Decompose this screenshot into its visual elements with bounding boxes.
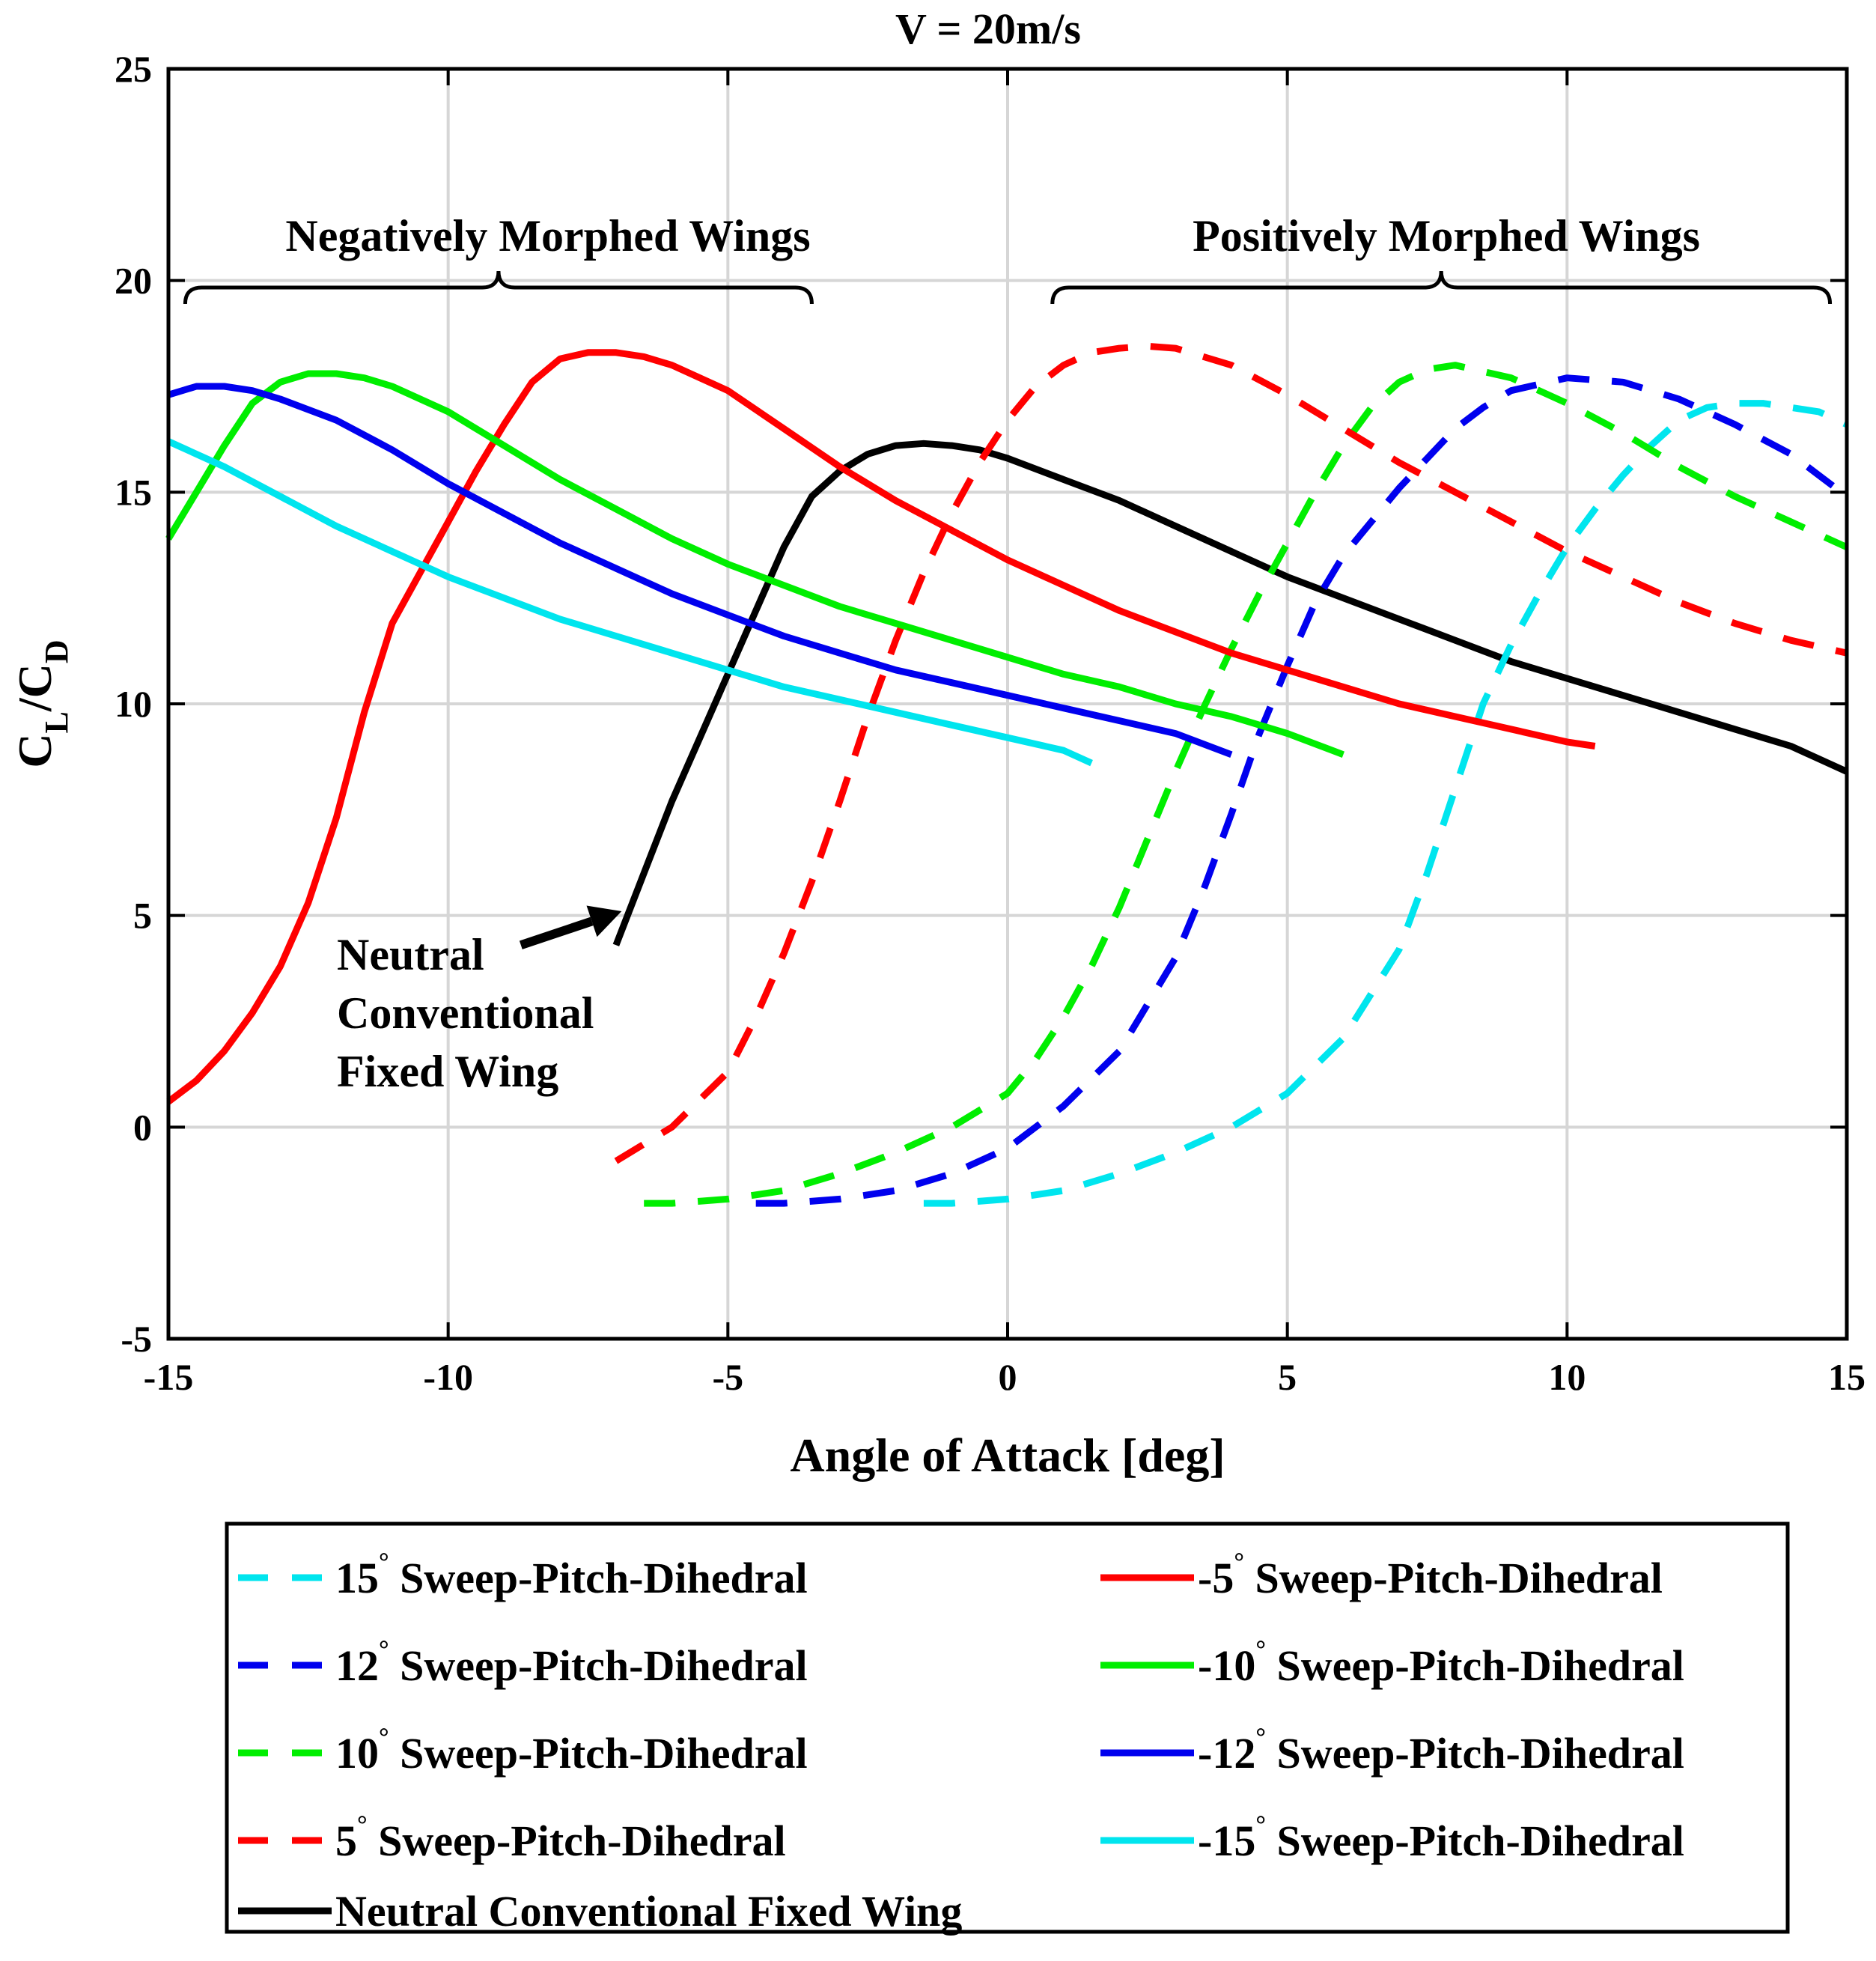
legend-angle: -10: [1198, 1641, 1255, 1690]
neutral-arrow-head: [586, 905, 622, 937]
legend-angle: -12: [1198, 1729, 1255, 1778]
degree-symbol: °: [379, 1548, 389, 1576]
legend-rest: Sweep-Pitch-Dihedral: [389, 1729, 808, 1778]
x-tick-label: -5: [713, 1356, 744, 1398]
series-line-4: [166, 349, 1596, 1104]
legend-angle: 12: [335, 1641, 379, 1690]
y-tick-label: 5: [133, 895, 152, 937]
degree-symbol: °: [1255, 1811, 1266, 1839]
legend-angle: -15: [1198, 1816, 1255, 1865]
x-tick-label: 5: [1278, 1356, 1297, 1398]
legend-label-2: 10° Sweep-Pitch-Dihedral: [335, 1724, 808, 1778]
legend-label-8: Neutral Conventional Fixed Wing: [335, 1887, 962, 1936]
y-axis-label: CL/CD: [8, 639, 75, 767]
y-tick-label: 15: [115, 471, 152, 513]
legend-rest: Sweep-Pitch-Dihedral: [1266, 1641, 1684, 1690]
degree-symbol: °: [1255, 1724, 1266, 1751]
legend-angle: 10: [335, 1729, 379, 1778]
degree-symbol: °: [1255, 1636, 1266, 1664]
legend-rest: Sweep-Pitch-Dihedral: [389, 1641, 808, 1690]
legend-label-3: 5° Sweep-Pitch-Dihedral: [335, 1811, 786, 1865]
degree-symbol: °: [379, 1636, 389, 1664]
legend: 15° Sweep-Pitch-Dihedral -5° Sweep-Pitch-…: [225, 1521, 1790, 1936]
series-line-8: [612, 440, 1848, 946]
x-tick-label: 15: [1828, 1356, 1866, 1398]
neutral-annotation-line-1: Neutral: [337, 930, 484, 979]
positive-group-brace: [1050, 270, 1833, 305]
legend-label-6: -12° Sweep-Pitch-Dihedral: [1198, 1724, 1684, 1778]
legend-rest: Sweep-Pitch-Dihedral: [368, 1816, 786, 1865]
y-label-c2: C: [8, 663, 61, 698]
x-tick-label: 0: [999, 1356, 1017, 1398]
legend-label-5: -10° Sweep-Pitch-Dihedral: [1198, 1636, 1684, 1690]
y-tick-label: -5: [121, 1318, 152, 1360]
y-tick-label: 0: [133, 1106, 152, 1148]
x-tick-label: -15: [144, 1356, 194, 1398]
neutral-annotation-line-2: Conventional: [337, 988, 594, 1038]
series-line-0: [923, 400, 1848, 1207]
y-label-sub2: D: [38, 639, 75, 663]
degree-symbol: °: [379, 1724, 389, 1751]
y-label-c1: C: [8, 733, 61, 767]
legend-label-4: -5° Sweep-Pitch-Dihedral: [1198, 1548, 1663, 1602]
y-label-sub1: L: [38, 711, 75, 733]
legend-label-1: 12° Sweep-Pitch-Dihedral: [335, 1636, 808, 1690]
series-line-3: [614, 342, 1848, 1164]
legend-rest: Sweep-Pitch-Dihedral: [389, 1554, 808, 1602]
legend-angle: 5: [335, 1816, 357, 1865]
legend-angle: -5: [1198, 1554, 1234, 1602]
axis-ticks: -15 -10 -5 0 5 10 15 -5 0 5 10 15 20 25: [115, 48, 1866, 1398]
neutral-annotation-line-3: Fixed Wing: [337, 1047, 558, 1096]
legend-label-0: 15° Sweep-Pitch-Dihedral: [335, 1548, 808, 1602]
chart-title: V = 20m/s: [895, 4, 1081, 53]
x-axis-label: Angle of Attack [deg]: [790, 1429, 1225, 1482]
legend-angle: 15: [335, 1554, 379, 1602]
x-tick-label: -10: [423, 1356, 473, 1398]
legend-label-7: -15° Sweep-Pitch-Dihedral: [1198, 1811, 1684, 1865]
y-tick-label: 10: [115, 683, 152, 725]
series-line-7: [167, 438, 1093, 767]
degree-symbol: °: [357, 1811, 368, 1839]
negative-group-label: Negatively Morphed Wings: [285, 211, 810, 261]
series-line-5: [165, 370, 1344, 758]
y-tick-label: 25: [115, 48, 152, 90]
negative-group-brace: [183, 270, 814, 305]
legend-rest: Sweep-Pitch-Dihedral: [1244, 1554, 1663, 1602]
series-line-1: [755, 374, 1849, 1207]
series-line-6: [167, 383, 1233, 758]
legend-box: [225, 1521, 1790, 1934]
y-tick-label: 20: [115, 260, 152, 302]
neutral-arrow-line: [519, 916, 594, 949]
legend-rest: Sweep-Pitch-Dihedral: [1266, 1729, 1684, 1778]
positive-group-label: Positively Morphed Wings: [1193, 211, 1700, 261]
plot-series: [165, 342, 1849, 1207]
legend-rest: Sweep-Pitch-Dihedral: [1266, 1816, 1684, 1865]
annotations: Negatively Morphed Wings Positively Morp…: [183, 211, 1833, 1096]
degree-symbol: °: [1234, 1548, 1244, 1576]
y-label-slash: /: [8, 697, 61, 712]
series-line-2: [644, 362, 1848, 1207]
x-tick-label: 10: [1548, 1356, 1586, 1398]
